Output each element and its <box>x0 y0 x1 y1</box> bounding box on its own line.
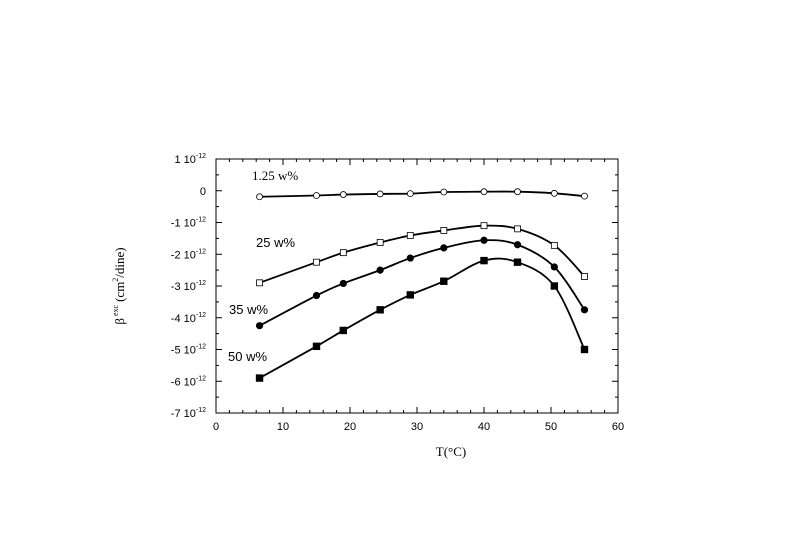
series-label-1-25: 1.25 w% <box>252 168 298 183</box>
series-line-0 <box>259 190 585 198</box>
series-line-2 <box>259 239 586 327</box>
data-point-filled-circle <box>255 322 264 330</box>
data-point-open-circle <box>581 192 588 200</box>
x-tick-label: 10 <box>277 421 289 433</box>
data-point-open-circle <box>406 190 414 198</box>
series-label-50: 50 w% <box>228 349 267 364</box>
data-point-filled-circle <box>376 266 384 274</box>
y-tick-label: -7 10-12 <box>171 407 206 420</box>
data-point-filled-circle <box>513 241 522 249</box>
data-point-open-circle <box>480 188 488 196</box>
data-point-filled-square <box>255 374 264 382</box>
y-axis-unit-suffix: /dine) <box>112 247 127 277</box>
data-point-open-circle <box>256 193 263 201</box>
data-point-filled-circle <box>580 306 589 314</box>
y-axis-unit-exp: 2 <box>111 278 120 282</box>
data-point-open-square <box>480 222 488 230</box>
data-point-filled-circle <box>550 263 558 271</box>
data-point-open-square <box>376 239 384 246</box>
data-point-open-square <box>339 249 347 257</box>
data-point-filled-square <box>406 291 414 299</box>
y-axis-superscript: exc <box>111 304 120 316</box>
series-markers <box>255 188 589 382</box>
data-point-filled-circle <box>339 279 347 288</box>
data-point-open-square <box>313 258 320 266</box>
y-tick-label: -1 10-12 <box>171 217 206 230</box>
data-point-open-square <box>256 279 263 287</box>
y-axis-unit-prefix: (cm <box>112 282 127 302</box>
x-tick-label: 30 <box>411 421 423 433</box>
data-point-filled-square <box>312 342 321 351</box>
data-point-filled-circle <box>440 244 448 252</box>
x-axis-label: T(°C) <box>436 444 466 459</box>
data-point-filled-square <box>513 258 522 266</box>
x-tick-labels: 0 10 20 30 40 50 60 <box>213 421 624 433</box>
data-point-filled-square <box>440 277 448 285</box>
y-tick-labels: 1 10-12 0 -1 10-12 -2 10-12 -3 10-12 -4 10-12… <box>171 153 206 420</box>
y-tick-label: -4 10-12 <box>171 312 206 325</box>
x-tick-label: 20 <box>344 421 356 433</box>
y-tick-label: -3 10-12 <box>171 280 206 293</box>
data-point-filled-square <box>339 326 347 335</box>
data-point-open-circle <box>339 191 347 198</box>
y-tick-label: -5 10-12 <box>171 344 206 357</box>
series-label-25: 25 w% <box>256 235 295 250</box>
data-point-filled-circle <box>406 254 414 262</box>
data-point-open-square <box>514 225 521 233</box>
data-point-open-circle <box>376 190 384 198</box>
y-tick-label: -6 10-12 <box>171 375 206 388</box>
data-point-filled-square <box>580 345 589 354</box>
data-point-open-square <box>550 241 558 249</box>
y-tick-label: 0 <box>200 186 206 198</box>
y-tick-label: 1 10-12 <box>174 153 206 166</box>
data-point-open-circle <box>313 192 320 199</box>
y-axis-symbol: β <box>112 318 127 325</box>
axis-ticks <box>215 158 619 414</box>
series-line-1 <box>259 224 586 284</box>
y-tick-label: -2 10-12 <box>171 248 206 261</box>
data-point-open-square <box>581 273 588 280</box>
x-tick-label: 40 <box>478 421 490 433</box>
series-curves <box>259 190 586 379</box>
data-point-open-square <box>440 227 448 234</box>
y-axis-label: β exc (cm2/dine) <box>111 247 127 324</box>
data-point-open-square <box>406 232 414 239</box>
x-tick-label: 60 <box>612 421 624 433</box>
x-tick-label: 50 <box>545 421 557 433</box>
x-tick-label: 0 <box>213 421 219 433</box>
data-point-open-circle <box>514 188 521 196</box>
data-point-open-circle <box>550 189 558 197</box>
series-line-3 <box>259 257 586 379</box>
data-point-open-circle <box>440 188 448 196</box>
data-point-filled-square <box>376 306 384 314</box>
data-point-filled-square <box>480 256 488 265</box>
data-point-filled-circle <box>480 236 488 244</box>
data-point-filled-circle <box>312 291 321 300</box>
series-label-35: 35 w% <box>229 302 268 317</box>
data-point-filled-square <box>550 282 559 290</box>
